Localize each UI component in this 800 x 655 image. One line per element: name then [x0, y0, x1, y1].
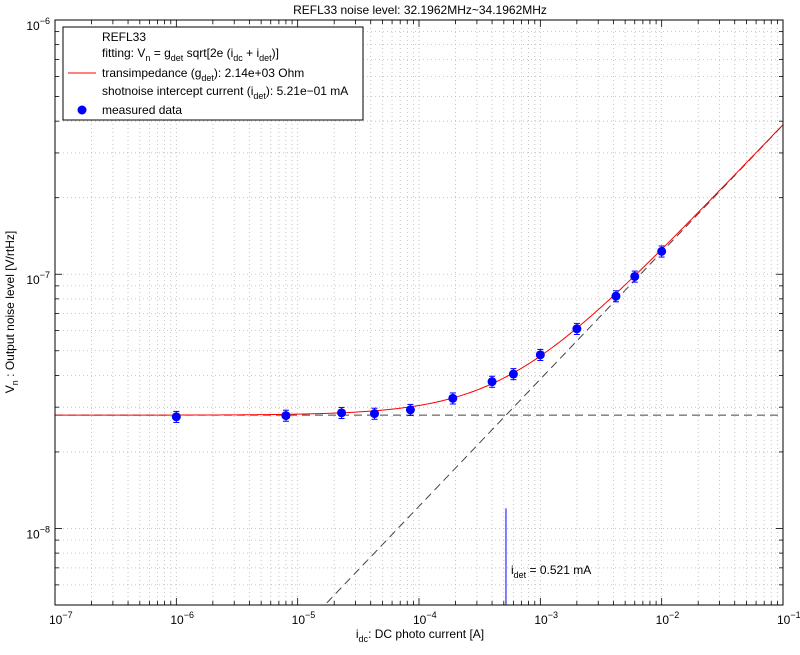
idet-annotation: idet = 0.521 mA — [511, 563, 591, 580]
legend-name: REFL33 — [102, 30, 146, 44]
legend-fitting: fitting: Vn = gdet sqrt[2e (idc + idet)] — [102, 46, 279, 63]
data-point — [281, 411, 291, 421]
legend-box — [62, 26, 364, 121]
y-tick-label: 10−6 — [26, 16, 50, 33]
shot-noise-line — [326, 124, 784, 604]
x-tick-label: 10−2 — [656, 610, 680, 627]
legend: REFL33 fitting: Vn = gdet sqrt[2e (idc +… — [62, 26, 364, 121]
x-axis-label: idc: DC photo current [A] — [356, 627, 484, 644]
data-point — [611, 291, 621, 301]
axis-ticks: 10−7 10−6 10−5 10−4 10−3 10−2 10−1 10−8 10−7 10−6 — [26, 16, 800, 627]
data-point — [405, 405, 415, 415]
data-point — [487, 377, 497, 387]
legend-measured-marker — [77, 105, 87, 115]
chart-title: REFL33 noise level: 32.1962MHz~34.1962MH… — [293, 3, 547, 17]
data-point — [370, 409, 380, 419]
y-axis-label: Vn : Output noise level [V/rtHz] — [3, 231, 20, 393]
x-tick-label: 10−6 — [170, 610, 194, 627]
data-point — [535, 350, 545, 360]
data-point — [171, 412, 181, 422]
legend-intercept: shotnoise intercept current (idet): 5.21… — [102, 84, 348, 101]
data-point — [630, 271, 640, 281]
x-tick-label: 10−1 — [777, 610, 800, 627]
data-point — [337, 408, 347, 418]
data-point — [572, 324, 582, 334]
x-tick-label: 10−5 — [292, 610, 316, 627]
x-tick-label: 10−4 — [413, 610, 437, 627]
x-tick-label: 10−7 — [49, 610, 73, 627]
data-points — [171, 245, 667, 423]
legend-transimpedance: transimpedance (gdet): 2.14e+03 Ohm — [102, 66, 304, 83]
y-tick-label: 10−7 — [26, 270, 50, 287]
data-point — [448, 393, 458, 403]
y-tick-label: 10−8 — [26, 524, 50, 541]
x-tick-label: 10−3 — [534, 610, 558, 627]
data-point — [657, 246, 667, 256]
legend-measured: measured data — [102, 103, 182, 117]
data-point — [508, 369, 518, 379]
grid — [55, 20, 783, 606]
